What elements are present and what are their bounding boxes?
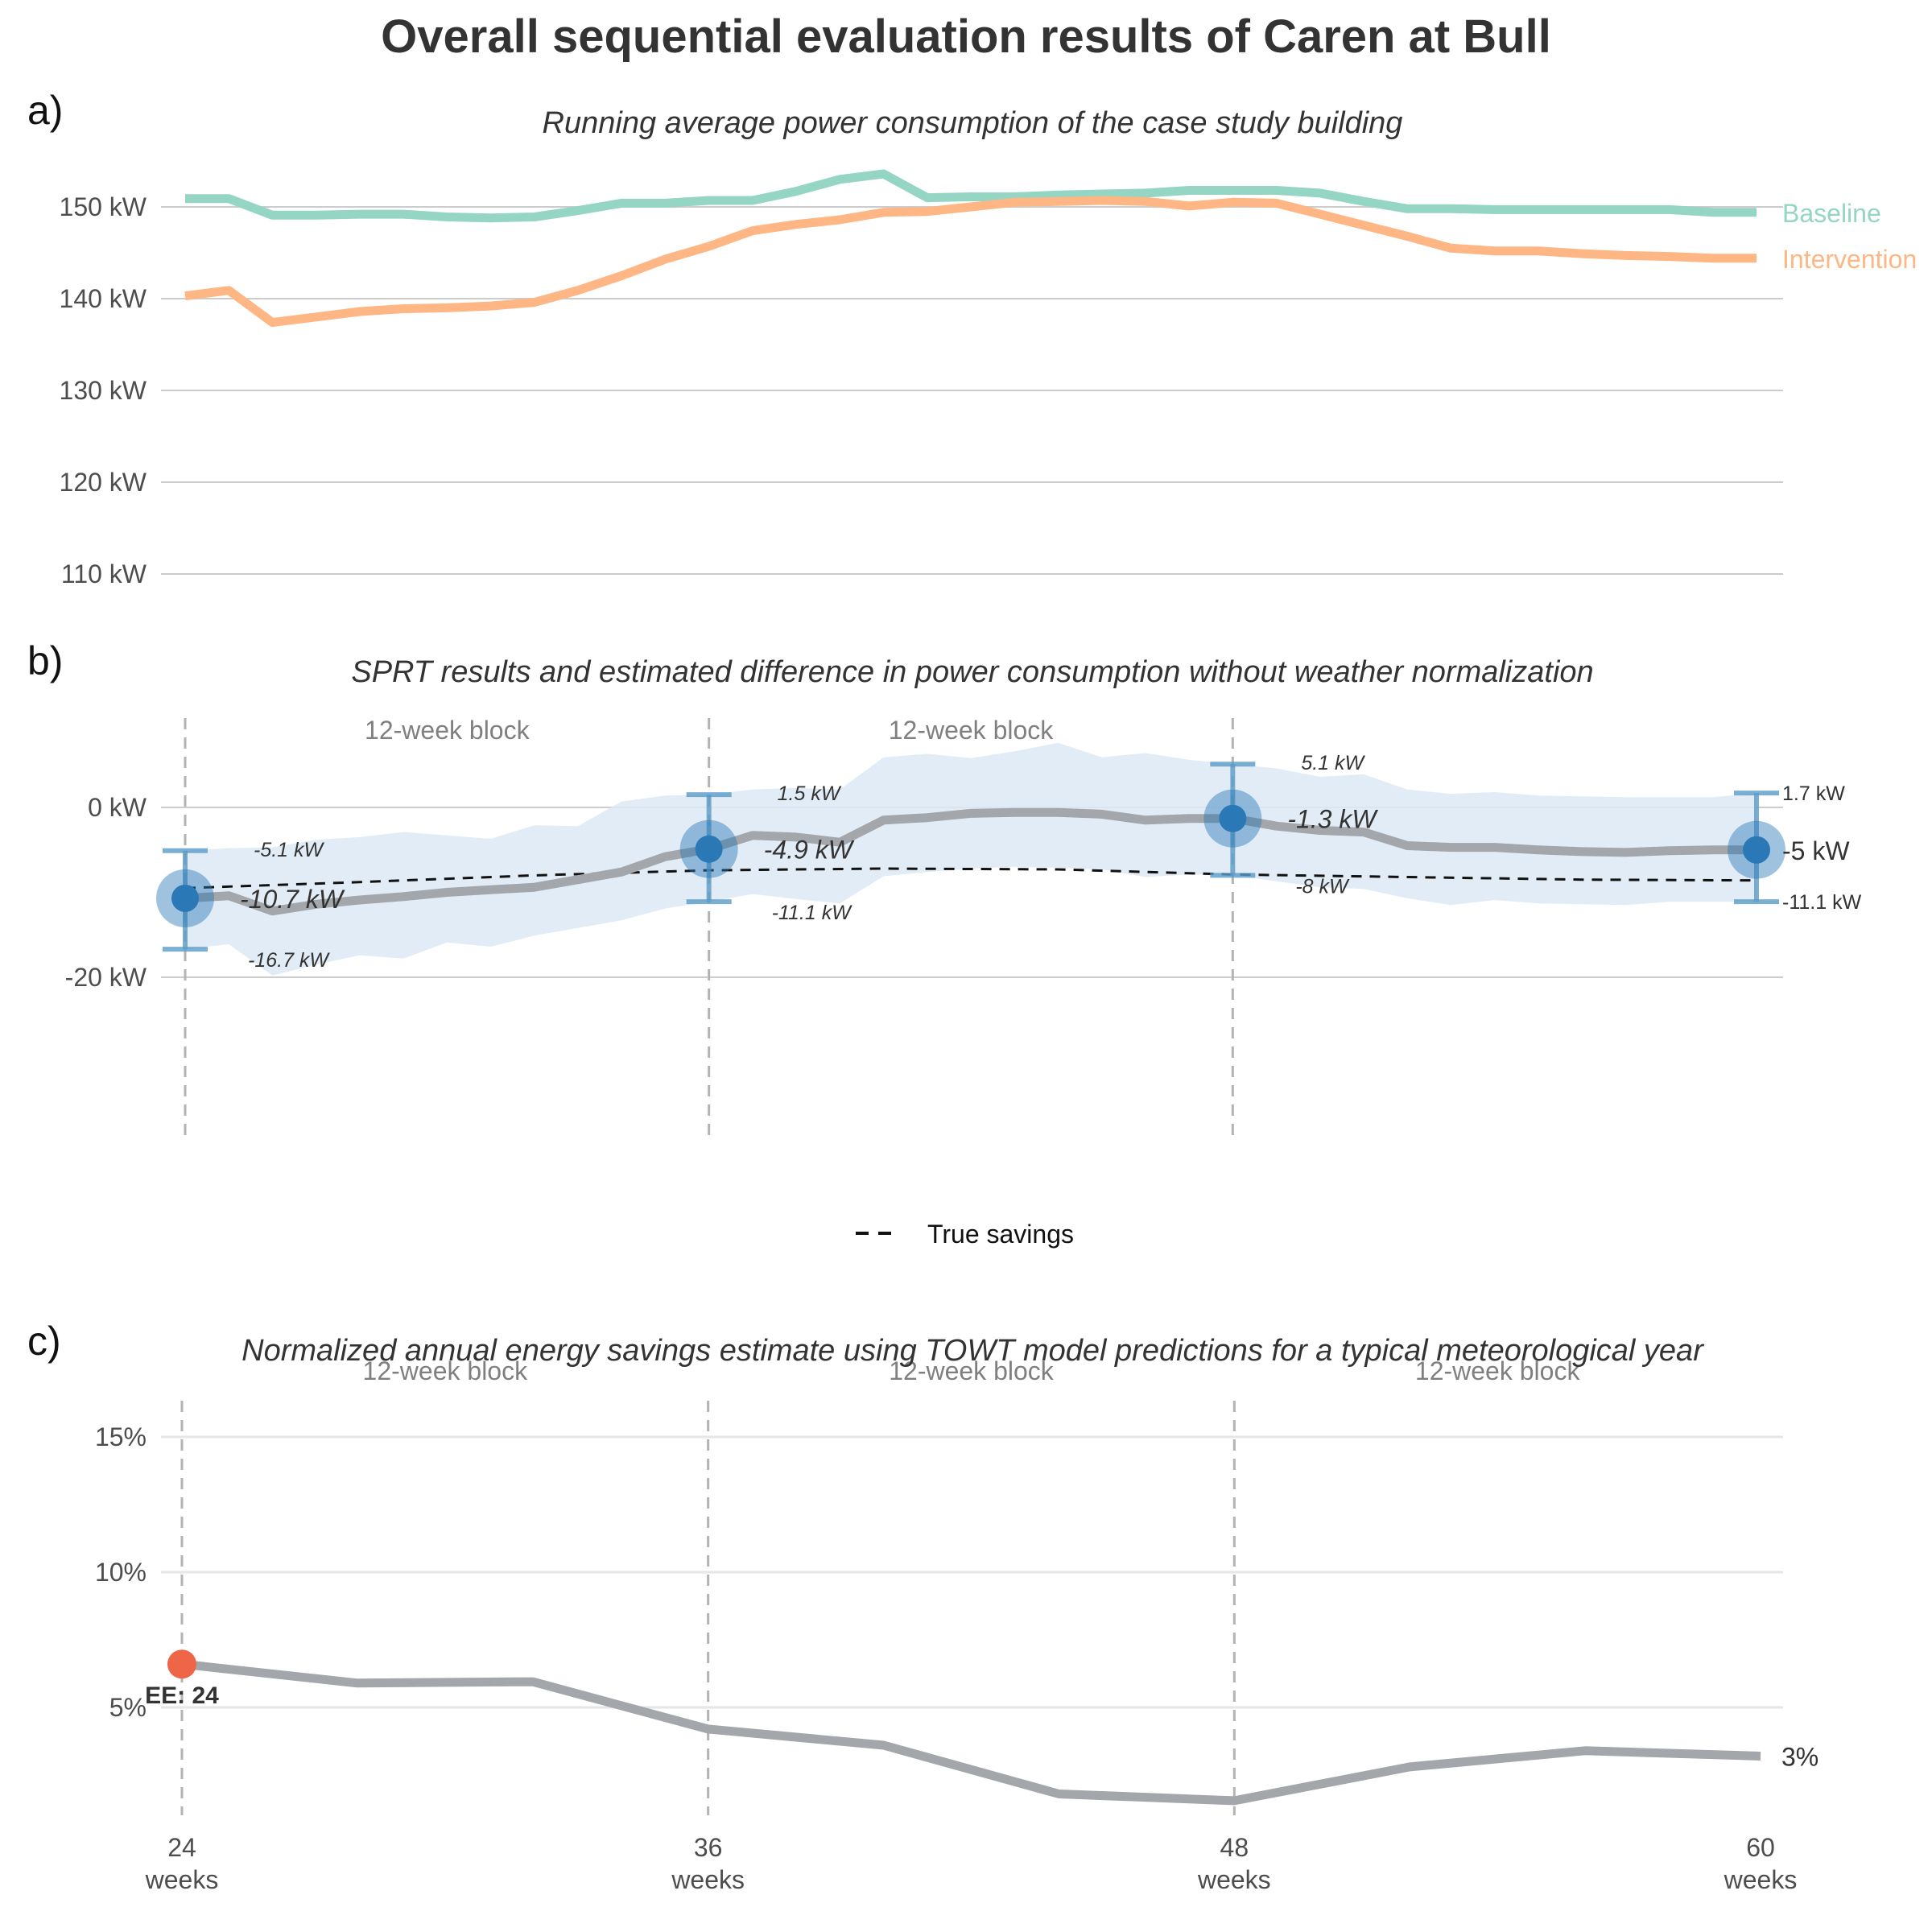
- panel-a-subtitle: Running average power consumption of the…: [543, 106, 1403, 140]
- panel-c-savings-line: [181, 1659, 1761, 1806]
- panel-b-upper-label: -5.1 kW: [254, 839, 325, 861]
- panel-b-true-savings-line: [184, 867, 1757, 890]
- panel-b-sprt-point: [695, 835, 723, 863]
- panel-c-x-tick: 36: [694, 1833, 723, 1862]
- panel-a-y-tick: 120 kW: [60, 468, 147, 497]
- panel-c-subtitle: Normalized annual energy savings estimat…: [242, 1334, 1704, 1368]
- panel-c-y-tick: 15%: [95, 1422, 147, 1451]
- panel-b-sprt-point: [171, 884, 199, 912]
- panel-a-series-label-intervention: Intervention: [1782, 245, 1917, 274]
- panel-b-subtitle: SPRT results and estimated difference in…: [351, 655, 1593, 689]
- panel-b-lower-label: -8 kW: [1295, 875, 1350, 898]
- panel-c-x-tick-unit: weeks: [1724, 1865, 1798, 1894]
- panel-b: b) SPRT results and estimated difference …: [27, 638, 1862, 1249]
- panel-c-end-label: 3%: [1781, 1742, 1818, 1771]
- panel-b-estimate-label: -5 kW: [1782, 836, 1850, 865]
- panel-b-legend-label: True savings: [927, 1220, 1074, 1249]
- panel-c-x-tick: 48: [1220, 1833, 1249, 1862]
- panel-b-upper-label: 1.5 kW: [778, 782, 842, 805]
- panel-b-estimate-label: -1.3 kW: [1287, 805, 1378, 834]
- panel-b-tag: b): [27, 638, 63, 683]
- panel-a-y-tick: 140 kW: [60, 284, 147, 313]
- panel-a-series-label-baseline: Baseline: [1782, 199, 1881, 228]
- panel-a-y-tick: 150 kW: [60, 192, 147, 221]
- figure-title: Overall sequential evaluation results of…: [381, 10, 1551, 63]
- panel-c-early-end-point: [167, 1649, 196, 1679]
- panel-b-lower-label: -11.1 kW: [1782, 891, 1862, 914]
- panel-b-sprt-point: [1219, 804, 1247, 832]
- panel-a-y-tick: 110 kW: [61, 559, 147, 588]
- panel-b-upper-label: 1.7 kW: [1782, 782, 1845, 805]
- panel-b-estimate-line: [184, 807, 1757, 916]
- panel-b-block-label: 12-week block: [365, 716, 530, 745]
- panel-c-early-end-label: EE: 24: [145, 1682, 219, 1709]
- panel-c-x-tick: 60: [1746, 1833, 1775, 1862]
- panel-c-y-tick: 10%: [95, 1558, 147, 1587]
- panel-b-sprt-point: [1743, 836, 1770, 864]
- panel-c-block-label: 12-week block: [889, 1356, 1055, 1385]
- panel-c-tag: c): [27, 1319, 61, 1364]
- panel-b-block-label: 12-week block: [889, 716, 1055, 745]
- panel-b-lower-label: -11.1 kW: [772, 902, 853, 924]
- panel-c-block-label: 12-week block: [363, 1356, 529, 1385]
- panel-b-y-tick: -20 kW: [65, 963, 147, 992]
- panel-b-lower-label: -16.7 kW: [248, 949, 330, 972]
- panel-a: a) Running average power consumption of t…: [27, 88, 1917, 588]
- panel-b-estimate-label: -4.9 kW: [764, 836, 855, 865]
- panel-b-upper-label: 5.1 kW: [1301, 752, 1365, 774]
- panel-a-y-tick: 130 kW: [60, 376, 147, 405]
- panel-a-series-line-intervention: [184, 196, 1757, 328]
- panel-c-x-tick-unit: weeks: [671, 1865, 745, 1894]
- panel-c: c) 5% 10% 15% 12-week block 12-week block 12-w…: [27, 1319, 1818, 1894]
- panel-a-tag: a): [27, 88, 63, 133]
- panel-c-y-tick: 5%: [109, 1693, 147, 1722]
- panel-c-x-tick-unit: weeks: [145, 1865, 219, 1894]
- panel-c-x-tick-unit: weeks: [1197, 1865, 1271, 1894]
- panel-a-series-line-baseline: [185, 169, 1757, 223]
- panel-c-block-label: 12-week block: [1415, 1356, 1581, 1385]
- panel-b-estimate-label: -10.7 kW: [240, 885, 345, 914]
- panel-b-confidence-band: [185, 742, 1757, 976]
- panel-c-x-tick: 24: [167, 1833, 196, 1862]
- panel-b-y-tick: 0 kW: [88, 793, 147, 822]
